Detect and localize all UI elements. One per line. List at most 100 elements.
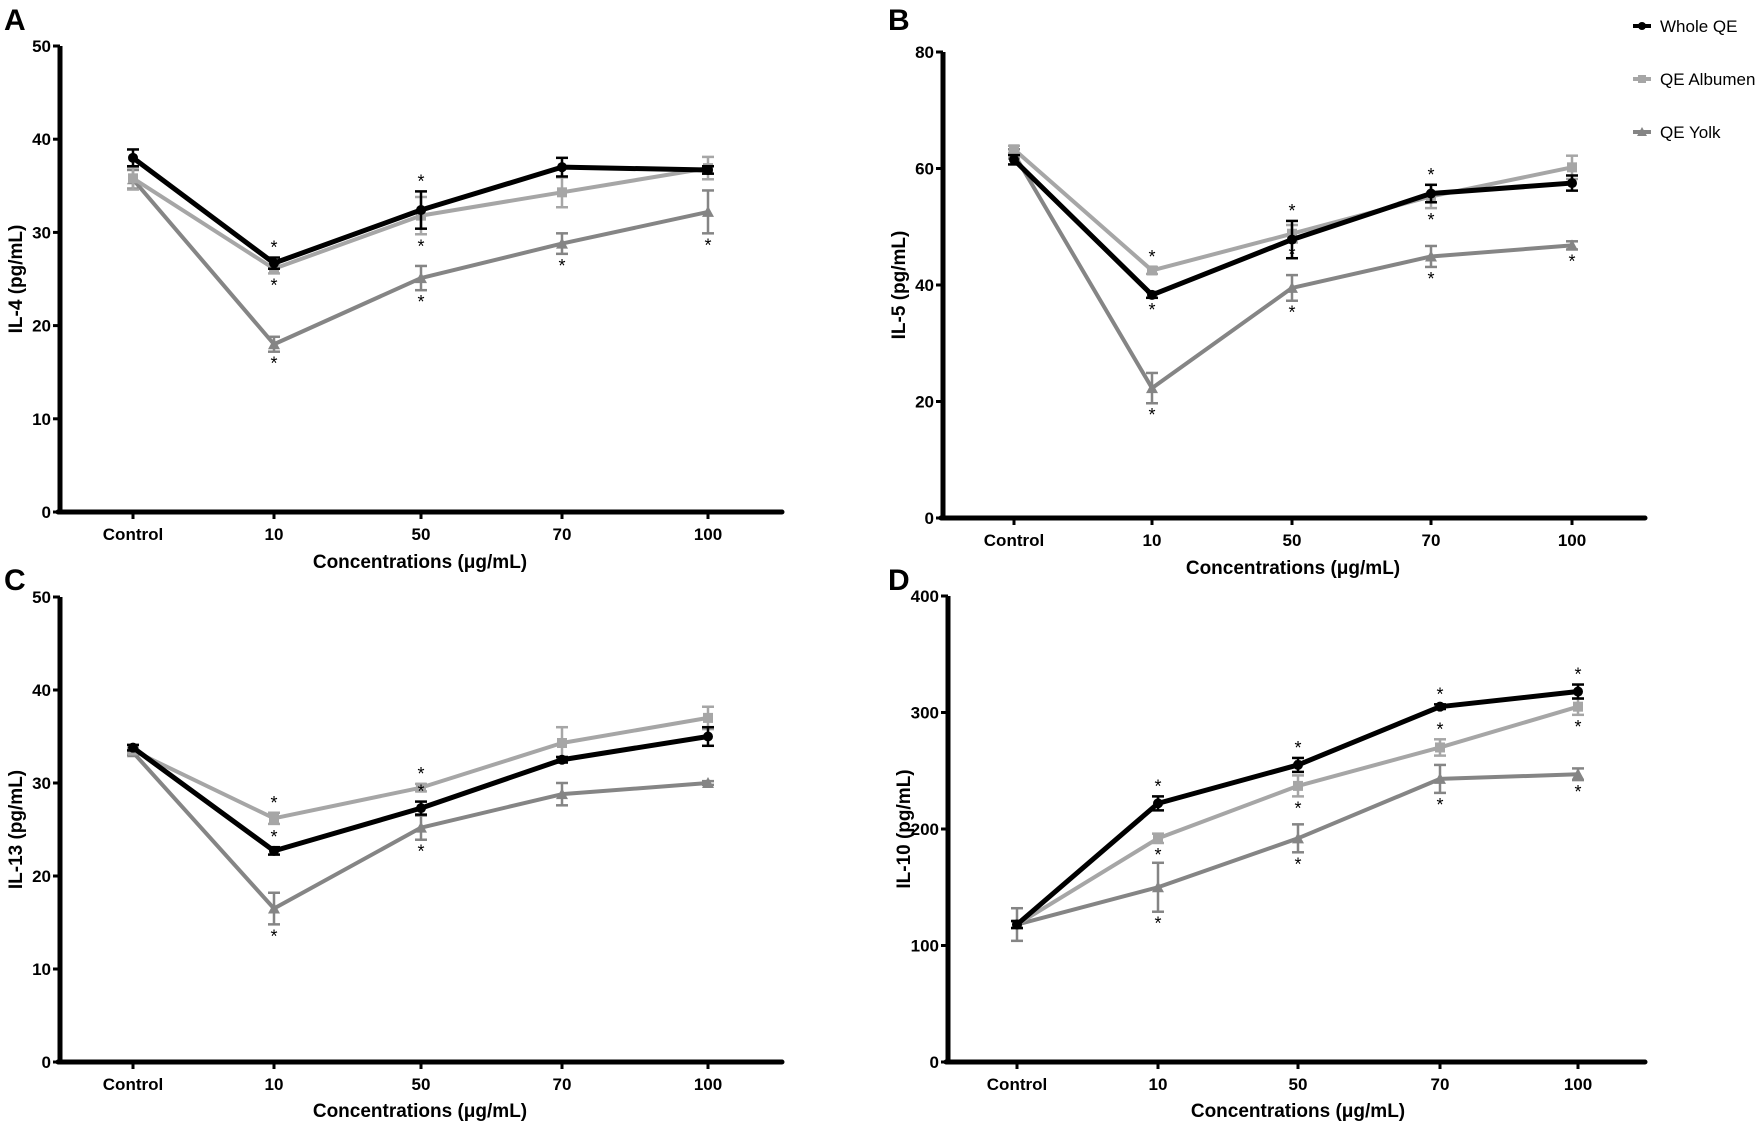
significance-star: * (270, 238, 277, 258)
x-axis-title: Concentrations (μg/mL) (313, 1101, 527, 1121)
significance-star: * (1574, 782, 1581, 802)
data-point (1434, 772, 1446, 784)
legend-label: QE Yolk (1660, 123, 1721, 142)
data-point (416, 205, 426, 216)
significance-star: * (417, 842, 424, 862)
data-point (1147, 265, 1157, 276)
data-point (703, 712, 713, 723)
x-tick-label: Control (103, 525, 163, 544)
data-point (703, 164, 713, 175)
data-point (415, 821, 427, 833)
y-tick-label: 200 (911, 820, 939, 839)
data-point (557, 162, 567, 173)
data-point (1567, 162, 1577, 173)
x-tick-label: 50 (1289, 1075, 1308, 1094)
significance-star: * (1574, 665, 1581, 685)
data-point (1147, 289, 1157, 300)
y-tick-label: 50 (32, 37, 51, 56)
significance-star: * (270, 275, 277, 295)
data-point (1567, 178, 1577, 189)
data-point (1435, 701, 1445, 712)
panel-letter: C (4, 564, 26, 597)
data-point (269, 258, 279, 269)
y-tick-label: 30 (32, 774, 51, 793)
significance-star: * (417, 292, 424, 312)
y-tick-label: 50 (32, 588, 51, 607)
data-point (1009, 144, 1019, 155)
x-tick-label: 70 (1422, 531, 1441, 550)
panel-d: D 0 100 200 300 400 Control 10 50 70 100 Concentrat… (888, 564, 1648, 1121)
significance-star: * (1148, 405, 1155, 425)
y-tick-label: 80 (915, 43, 934, 62)
significance-star: * (417, 171, 424, 191)
y-axis-title: IL-13 (pg/mL) (6, 770, 27, 889)
data-point (702, 777, 714, 788)
x-axis-title: Concentrations (μg/mL) (1186, 558, 1400, 579)
data-point (557, 754, 567, 765)
significance-star: * (1294, 798, 1301, 818)
y-tick-label: 40 (32, 130, 51, 149)
data-point (1286, 281, 1298, 293)
data-point (416, 782, 426, 793)
y-tick-label: 20 (32, 867, 51, 886)
x-tick-label: 100 (694, 1075, 722, 1094)
y-tick-label: 0 (930, 1053, 939, 1072)
series-whole-qe: * * * (1008, 153, 1578, 320)
data-point (1153, 833, 1163, 844)
y-axis-title: IL-5 (pg/mL) (889, 231, 910, 340)
panel-letter: A (4, 4, 26, 37)
data-point (1573, 686, 1583, 697)
legend-marker (1638, 22, 1646, 30)
significance-star: * (1427, 210, 1434, 230)
y-tick-label: 100 (911, 937, 939, 956)
data-point (557, 187, 567, 198)
significance-star: * (558, 256, 565, 276)
significance-star: * (1294, 738, 1301, 758)
series-whole-qe: ** (127, 148, 714, 270)
legend-marker (1638, 75, 1646, 83)
data-point (1292, 832, 1304, 844)
legend-item: QE Yolk (1633, 123, 1721, 142)
y-tick-label: 20 (915, 393, 934, 412)
significance-star: * (417, 764, 424, 784)
significance-star: * (1436, 719, 1443, 739)
data-point (269, 813, 279, 824)
x-tick-label: 50 (412, 1075, 431, 1094)
x-tick-label: 10 (265, 525, 284, 544)
data-point (1293, 759, 1303, 770)
y-axis-title: IL-10 (pg/mL) (894, 769, 915, 888)
significance-star: * (270, 354, 277, 374)
legend-label: QE Albumen (1660, 70, 1755, 89)
significance-star: * (270, 827, 277, 847)
significance-star: * (270, 793, 277, 813)
significance-star: * (1288, 303, 1295, 323)
legend-label: Whole QE (1660, 17, 1737, 36)
x-tick-label: 100 (1558, 531, 1586, 550)
x-tick-label: 50 (412, 525, 431, 544)
data-point (416, 803, 426, 814)
data-point (1293, 780, 1303, 791)
data-point (1146, 382, 1158, 394)
x-tick-label: 100 (694, 525, 722, 544)
x-tick-label: 70 (553, 525, 572, 544)
data-point (702, 205, 714, 217)
x-tick-label: 50 (1283, 531, 1302, 550)
data-point (128, 742, 138, 753)
x-tick-label: 10 (1149, 1075, 1168, 1094)
panel-a: A 0 10 20 30 40 50 Control 10 50 70 100 Concentratio… (4, 4, 785, 573)
significance-star: * (704, 235, 711, 255)
data-point (128, 152, 138, 163)
y-tick-label: 30 (32, 223, 51, 242)
series-whole-qe: * * * * (1011, 665, 1584, 930)
data-point (128, 173, 138, 184)
x-tick-label: 10 (265, 1075, 284, 1094)
x-tick-label: Control (103, 1075, 163, 1094)
data-point (1573, 701, 1583, 712)
x-tick-label: Control (987, 1075, 1047, 1094)
y-tick-label: 20 (32, 317, 51, 336)
significance-star: * (270, 926, 277, 946)
significance-star: * (1294, 854, 1301, 874)
panel-letter: D (888, 564, 910, 597)
data-point (1425, 250, 1437, 262)
